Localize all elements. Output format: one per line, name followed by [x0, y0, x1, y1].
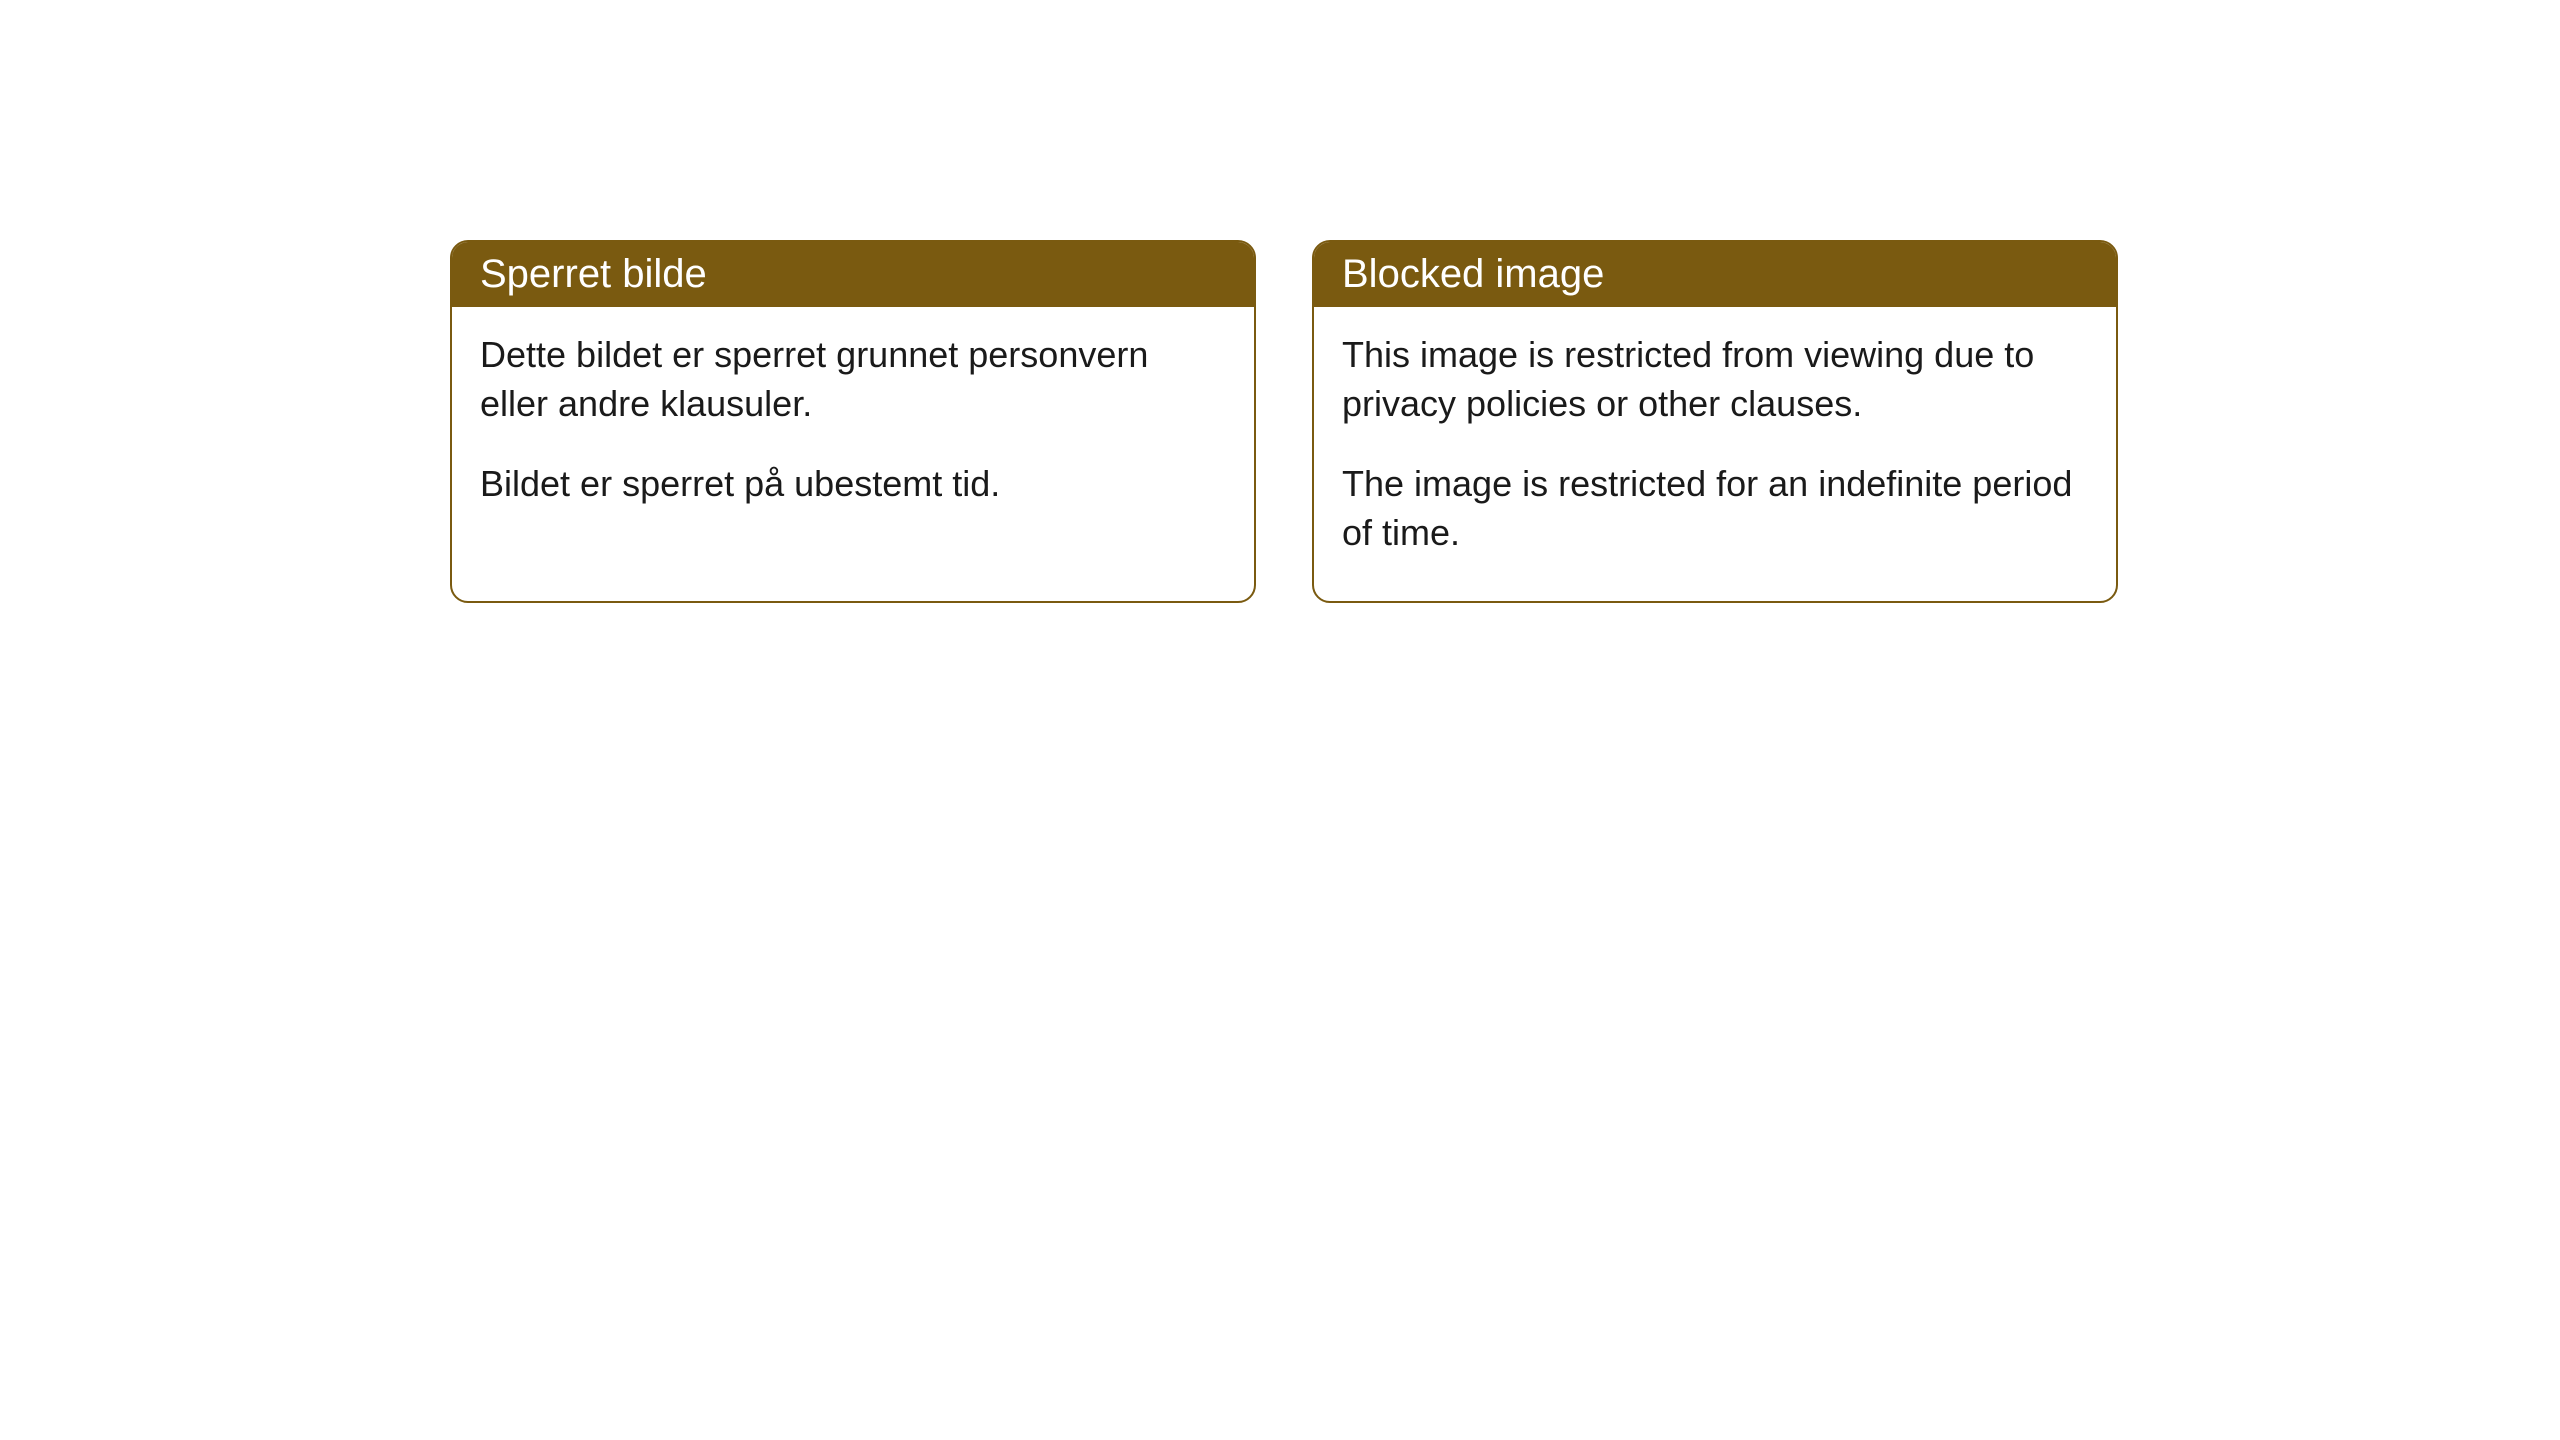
- card-title: Sperret bilde: [480, 252, 707, 296]
- card-paragraph: Dette bildet er sperret grunnet personve…: [480, 331, 1226, 428]
- card-body: Dette bildet er sperret grunnet personve…: [452, 307, 1254, 553]
- blocked-image-card-norwegian: Sperret bilde Dette bildet er sperret gr…: [450, 240, 1256, 603]
- card-body: This image is restricted from viewing du…: [1314, 307, 2116, 601]
- card-paragraph: The image is restricted for an indefinit…: [1342, 460, 2088, 557]
- card-header: Blocked image: [1314, 242, 2116, 307]
- card-title: Blocked image: [1342, 252, 1604, 296]
- notice-container: Sperret bilde Dette bildet er sperret gr…: [450, 240, 2560, 603]
- card-paragraph: This image is restricted from viewing du…: [1342, 331, 2088, 428]
- blocked-image-card-english: Blocked image This image is restricted f…: [1312, 240, 2118, 603]
- card-header: Sperret bilde: [452, 242, 1254, 307]
- card-paragraph: Bildet er sperret på ubestemt tid.: [480, 460, 1226, 509]
